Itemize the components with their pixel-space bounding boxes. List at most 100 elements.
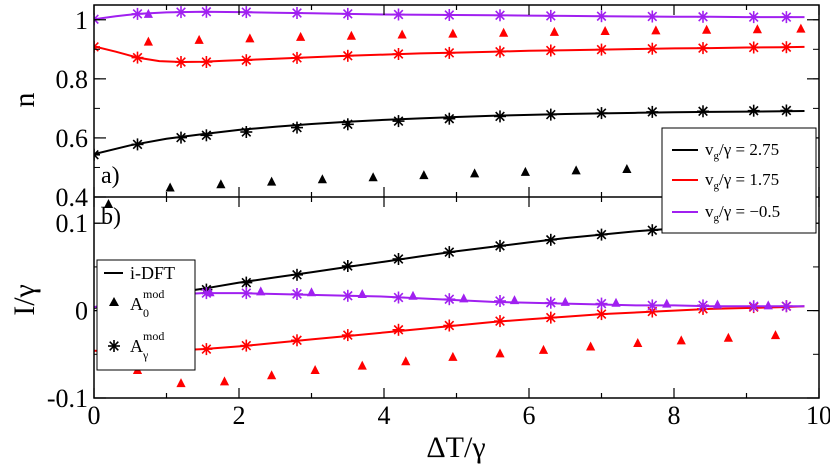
a0-triangle-marker (408, 290, 418, 300)
agamma-star-marker (392, 253, 405, 265)
a0-triangle-marker (586, 341, 596, 351)
star-stroke (176, 132, 186, 143)
a0-triangle-marker (317, 174, 327, 184)
agamma-star-marker (780, 11, 793, 24)
agamma-star-marker (291, 51, 303, 64)
star-stroke (342, 330, 353, 340)
star-stroke (647, 11, 658, 22)
star-stroke (545, 297, 556, 308)
star-stroke (444, 247, 455, 257)
agamma-star-marker (595, 10, 608, 23)
legend-right: vg/γ = 2.75 vg/γ = 1.75 vg/γ = −0.5 (661, 127, 817, 234)
x-tick-label: 0 (88, 401, 101, 430)
star-stroke (596, 108, 607, 118)
star-stroke (201, 57, 212, 67)
star-stroke (495, 46, 505, 57)
star-stroke (241, 127, 252, 137)
star-stroke (241, 55, 252, 66)
star-stroke (698, 11, 708, 22)
star-stroke (342, 290, 353, 301)
star-stroke (495, 296, 505, 306)
agamma-star-marker (131, 7, 144, 20)
a0-triangle-marker (470, 168, 480, 178)
agamma-star-marker (494, 45, 506, 58)
star-stroke (545, 45, 556, 56)
agamma-star-marker (200, 343, 213, 356)
agamma-star-marker (131, 138, 144, 151)
a0-triangle-marker (622, 163, 632, 173)
agamma-star-marker (200, 56, 213, 68)
agamma-star-marker (200, 287, 213, 300)
a0-triangle-marker (357, 289, 367, 299)
legend-label-vg-1-75: vg/γ = 1.75 (705, 170, 779, 192)
star-stroke (132, 52, 143, 63)
star-stroke (292, 335, 302, 346)
x-tick-label: 6 (523, 401, 536, 430)
a0-triangle-marker (256, 286, 266, 296)
agamma-star-marker (443, 9, 456, 21)
star-stroke (647, 300, 658, 311)
a0-triangle-marker (752, 24, 762, 34)
star-stroke (94, 18, 99, 25)
star-stroke (698, 106, 708, 117)
a0-triangle-marker (495, 348, 505, 358)
agamma-star-marker (200, 129, 213, 142)
a0-triangle-marker (723, 332, 733, 342)
a0-triangle-marker (194, 34, 204, 44)
a0-triangle-marker (499, 27, 509, 37)
a0-triangle-marker (296, 31, 306, 41)
a0-triangle-marker (216, 179, 226, 189)
legend-triangle-icon (109, 297, 119, 306)
star-stroke (132, 139, 143, 150)
agamma-star-marker (646, 224, 659, 237)
agamma-star-marker (291, 268, 303, 281)
agamma-star-marker (443, 46, 456, 59)
a0-triangle-marker (600, 25, 610, 35)
panel-a: 0.4 0.6 0.8 1 (56, 5, 820, 212)
agamma-star-marker (544, 311, 557, 324)
legend-idft-label: i-DFT (130, 263, 175, 283)
agamma-star-marker (494, 9, 506, 22)
a0-triangle-marker (538, 344, 549, 354)
agamma-star-marker (341, 329, 354, 342)
agamma-star-marker (595, 107, 608, 120)
agamma-star-marker (697, 105, 709, 118)
star-stroke (748, 12, 759, 22)
star-stroke (94, 14, 99, 21)
a0-triangle-marker (520, 166, 530, 176)
figure-frame (93, 4, 820, 399)
star-stroke (596, 11, 607, 22)
star-stroke (545, 11, 556, 21)
star-stroke (342, 50, 353, 61)
agamma-star-marker (392, 323, 405, 336)
a0-triangle-marker (571, 165, 581, 175)
agamma-star-marker (392, 8, 405, 21)
agamma-star-marker (544, 44, 557, 57)
agamma-star-marker (443, 319, 456, 332)
star-stroke (94, 153, 99, 160)
agamma-star-marker (291, 121, 303, 134)
star-stroke (241, 277, 252, 288)
legend-label-vg-neg-0-5: vg/γ = −0.5 (705, 202, 780, 224)
panel-a-label: a) (101, 163, 120, 189)
star-stroke (393, 324, 404, 335)
agamma-star-marker (341, 49, 354, 62)
agamma-star-marker (595, 43, 608, 56)
star-stroke (292, 8, 302, 18)
star-stroke (596, 44, 607, 55)
star-stroke (342, 119, 353, 130)
star-stroke (201, 6, 212, 17)
star-stroke (781, 42, 792, 53)
agamma-star-marker (780, 41, 793, 54)
agamma-star-marker (443, 293, 456, 306)
y-tick-label-a: 1 (75, 6, 88, 35)
agamma-star-marker (94, 148, 100, 161)
star-stroke (393, 254, 404, 264)
star-stroke (241, 340, 252, 351)
star-stroke (748, 301, 759, 312)
a0-triangle-marker (143, 8, 153, 18)
agamma-star-marker (240, 126, 253, 138)
a0-triangle-marker (770, 330, 781, 340)
star-stroke (393, 292, 404, 303)
a0-triangle-marker (676, 335, 686, 345)
